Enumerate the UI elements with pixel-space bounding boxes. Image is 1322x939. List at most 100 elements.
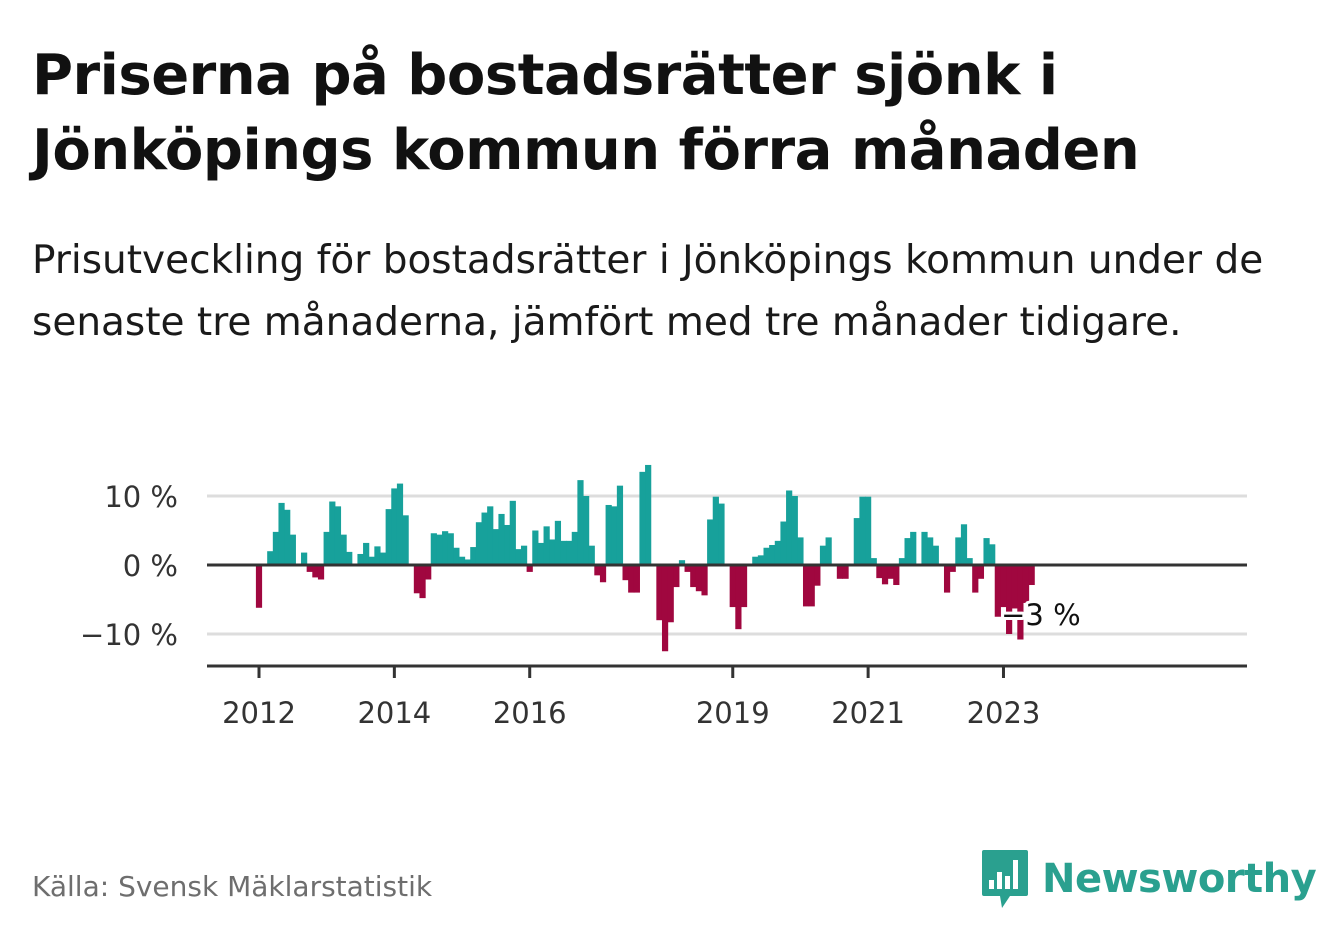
x-tick-label: 2016: [493, 696, 567, 730]
y-tick-label: 0 %: [123, 549, 178, 583]
bar: [442, 531, 449, 565]
bar: [910, 531, 917, 565]
y-tick-label: 10 %: [104, 480, 178, 514]
bar: [458, 556, 466, 565]
bar: [329, 501, 336, 565]
bar: [509, 500, 516, 565]
bar: [436, 534, 443, 565]
bar: [334, 506, 342, 565]
bar: [769, 544, 776, 565]
bar: [989, 544, 996, 565]
annotation: −3 %: [998, 595, 1084, 635]
bar: [853, 518, 860, 565]
bar: [836, 565, 844, 579]
bar: [492, 529, 499, 565]
bar: [825, 537, 832, 565]
source-note: Källa: Svensk Mäklarstatistik: [32, 870, 433, 903]
bar: [622, 565, 629, 581]
bar: [983, 538, 990, 565]
bar: [870, 558, 877, 565]
bar: [1011, 565, 1018, 609]
bar: [684, 565, 691, 572]
bar: [363, 542, 370, 565]
bar: [943, 565, 951, 593]
brand-name: Newsworthy: [1042, 856, 1317, 902]
bar: [791, 496, 798, 565]
bar: [966, 558, 973, 565]
bar: [301, 552, 308, 565]
bar: [932, 545, 939, 565]
bar: [774, 540, 781, 565]
bar: [729, 565, 736, 608]
bar: [797, 537, 804, 565]
bar: [498, 513, 505, 565]
x-tick-label: 2012: [222, 696, 296, 730]
bar: [549, 539, 556, 565]
bar: [949, 565, 956, 572]
bar: [819, 545, 827, 565]
bar: [560, 540, 567, 565]
bar: [887, 565, 894, 579]
bar: [340, 534, 347, 565]
bar: [470, 547, 477, 565]
bar: [255, 565, 263, 608]
bar: [554, 520, 562, 565]
bar: [701, 565, 708, 596]
bar: [707, 519, 714, 565]
bar: [605, 504, 612, 565]
grid-lines: [207, 494, 1247, 636]
bar: [599, 565, 607, 583]
bar: [752, 556, 759, 565]
bar: [667, 565, 674, 623]
bar: [306, 565, 313, 572]
bar: [904, 538, 911, 565]
bar: [814, 565, 821, 586]
x-tick-label: 2019: [696, 696, 770, 730]
bar: [475, 522, 483, 565]
x-axis: 2012 2014 2016 2019 2021 2023: [207, 664, 1247, 730]
bar: [645, 464, 652, 565]
bar: [566, 540, 573, 565]
bar: [893, 565, 900, 586]
bars: [255, 464, 1035, 652]
bar: [583, 496, 590, 565]
bar: [374, 546, 381, 565]
bar: [368, 556, 375, 565]
bar: [346, 551, 353, 565]
bar: [757, 555, 765, 565]
bar: [690, 565, 697, 588]
bar: [323, 531, 330, 565]
bar: [656, 565, 663, 621]
bar: [678, 560, 686, 565]
bar-chart-speech-icon: [982, 850, 1028, 908]
bar: [881, 565, 889, 585]
bar: [425, 565, 432, 580]
bar: [842, 565, 849, 579]
bar: [633, 565, 640, 593]
chart-subtitle: Prisutveckling för bostadsrätter i Jönkö…: [32, 238, 1264, 345]
bar: [695, 565, 703, 592]
bar: [430, 533, 437, 565]
bar: [571, 531, 578, 565]
bar: [1028, 565, 1035, 586]
bar: [628, 565, 635, 593]
bar: [532, 530, 539, 565]
bar: [972, 565, 979, 593]
bar: [289, 534, 296, 565]
bar: [1022, 565, 1030, 603]
bar: [537, 542, 545, 565]
bar: [808, 565, 815, 607]
bar: [487, 506, 494, 565]
bar: [526, 565, 533, 572]
bar: [520, 545, 528, 565]
bar: [453, 547, 460, 565]
bar: [994, 565, 1001, 617]
brand[interactable]: Newsworthy: [980, 848, 1317, 910]
bar: [504, 524, 511, 565]
y-axis: 10 % 0 % −10 %: [80, 480, 178, 652]
bar: [379, 552, 387, 565]
bar: [712, 496, 719, 565]
bar: [735, 565, 742, 630]
bar: [802, 565, 810, 607]
bar: [661, 565, 669, 652]
